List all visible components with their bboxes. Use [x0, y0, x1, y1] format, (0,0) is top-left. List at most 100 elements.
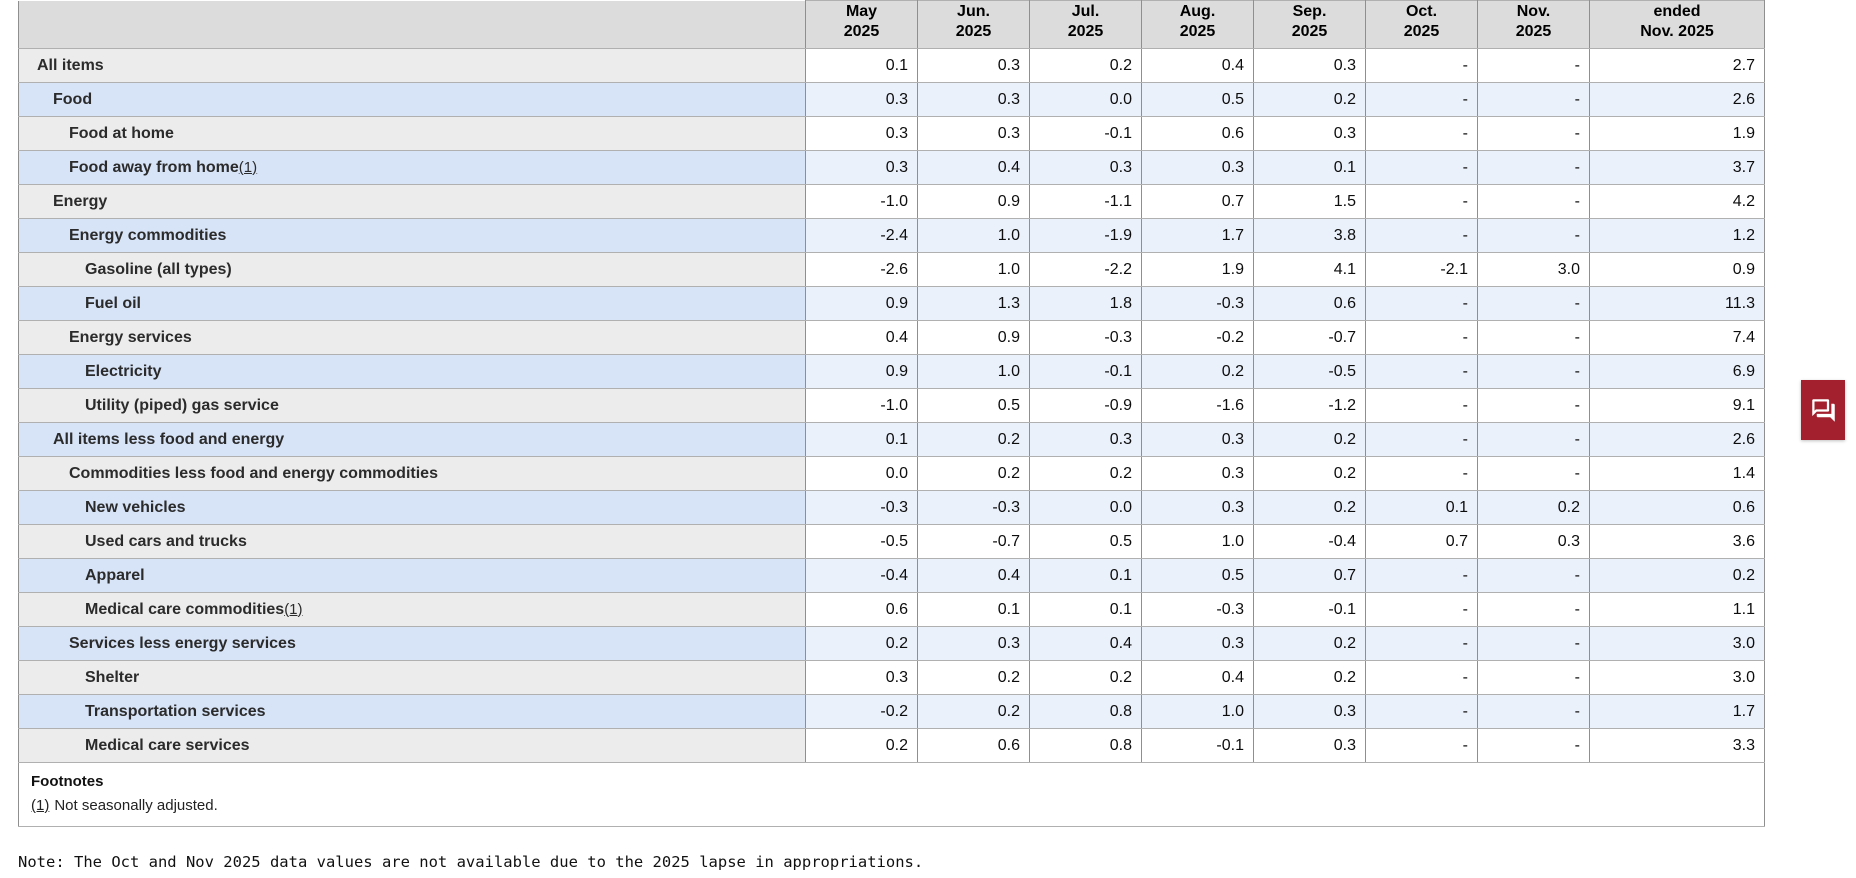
footnotes-row: Footnotes (1) Not seasonally adjusted. [18, 762, 1765, 827]
row-label: Gasoline (all types) [18, 252, 806, 287]
footnote-1-link[interactable]: (1) [31, 797, 50, 814]
value-cell: - [1365, 388, 1478, 423]
footnote-1-text: Not seasonally adjusted. [54, 797, 218, 814]
row-label: Transportation services [18, 694, 806, 729]
value-cell: - [1477, 694, 1590, 729]
value-cell: 0.3 [917, 48, 1030, 83]
row-label: Energy services [18, 320, 806, 355]
value-cell: 0.4 [1141, 48, 1254, 83]
table-row-energy: Energy -1.0 0.9 -1.1 0.7 1.5- -4.2 [18, 184, 1765, 219]
row-label: Electricity [18, 354, 806, 389]
value-cell: - [1477, 150, 1590, 185]
value-cell: 3.6 [1589, 524, 1765, 559]
value-cell: 0.3 [1141, 422, 1254, 457]
value-cell: 2.7 [1589, 48, 1765, 83]
row-label: Used cars and trucks [18, 524, 806, 559]
value-cell: - [1365, 286, 1478, 321]
value-cell: 0.1 [1029, 558, 1142, 593]
item-column-header [18, 0, 806, 49]
value-cell: 1.0 [1141, 524, 1254, 559]
cpi-data-table: May 2025 Jun. 2025 Jul. 2025 Aug. 2025 Sep. 2025 O… [18, 0, 1765, 827]
value-cell: 0.9 [805, 286, 918, 321]
value-cell: -0.3 [917, 490, 1030, 525]
row-label-text: All items less food and energy [53, 430, 285, 448]
value-cell: - [1365, 218, 1478, 253]
row-label-text: Food away from home [69, 158, 239, 176]
value-cell: 0.2 [1253, 626, 1366, 661]
value-cell: - [1477, 456, 1590, 491]
value-cell: 0.8 [1029, 694, 1142, 729]
value-cell: 0.3 [805, 116, 918, 151]
value-cell: -1.6 [1141, 388, 1254, 423]
value-cell: 0.6 [1141, 116, 1254, 151]
value-cell: -1.0 [805, 184, 918, 219]
value-cell: 0.3 [1253, 116, 1366, 151]
value-cell: 7.4 [1589, 320, 1765, 355]
table-footer: Footnotes (1) Not seasonally adjusted. [18, 762, 1765, 827]
value-cell: - [1477, 592, 1590, 627]
value-cell: -0.5 [1253, 354, 1366, 389]
value-cell: -0.1 [1029, 116, 1142, 151]
value-cell: 0.3 [1477, 524, 1590, 559]
value-cell: 1.2 [1589, 218, 1765, 253]
footnote-reference-link[interactable]: (1) [284, 600, 303, 618]
row-label-text: Commodities less food and energy commodi… [69, 464, 438, 482]
value-cell: 0.6 [917, 728, 1030, 763]
value-cell: 0.2 [917, 660, 1030, 695]
column-header-aug-2025: Aug. 2025 [1141, 0, 1254, 49]
row-label: Food at home [18, 116, 806, 151]
value-cell: 0.6 [1253, 286, 1366, 321]
value-cell: 3.0 [1589, 660, 1765, 695]
value-cell: - [1365, 558, 1478, 593]
value-cell: 1.0 [917, 252, 1030, 287]
table-body: All items 0.1 0.3 0.2 0.4 0.3- -2.7 Food 0.3 0.3 0… [18, 48, 1765, 763]
value-cell: 0.7 [1141, 184, 1254, 219]
value-cell: 0.0 [1029, 490, 1142, 525]
value-cell: - [1365, 422, 1478, 457]
row-label-text: Food [53, 90, 93, 108]
chat-icon [1811, 398, 1835, 422]
value-cell: 0.3 [805, 660, 918, 695]
value-cell: -0.2 [1141, 320, 1254, 355]
value-cell: 0.3 [1141, 150, 1254, 185]
row-label: Food [18, 82, 806, 117]
value-cell: 0.1 [805, 422, 918, 457]
value-cell: 0.1 [1253, 150, 1366, 185]
row-label: Services less energy services [18, 626, 806, 661]
value-cell: 0.2 [1029, 660, 1142, 695]
header-row: May 2025 Jun. 2025 Jul. 2025 Aug. 2025 Sep. 2025 O… [18, 0, 1765, 49]
value-cell: -0.1 [1141, 728, 1254, 763]
value-cell: 0.2 [1589, 558, 1765, 593]
table-row-food-away-from-home: Food away from home(1) 0.3 0.4 0.3 0.3 0.1- -3… [18, 150, 1765, 185]
table-row-new-vehicles: New vehicles -0.3 -0.3 0.0 0.3 0.2 0.1 0.2 0.6 [18, 490, 1765, 525]
value-cell: 1.9 [1141, 252, 1254, 287]
table-row-shelter: Shelter 0.3 0.2 0.2 0.4 0.2- -3.0 [18, 660, 1765, 695]
row-label-text: Energy [53, 192, 108, 210]
row-label: All items less food and energy [18, 422, 806, 457]
value-cell: 3.7 [1589, 150, 1765, 185]
row-label: Commodities less food and energy commodi… [18, 456, 806, 491]
value-cell: - [1477, 728, 1590, 763]
footnote-reference-link[interactable]: (1) [238, 158, 258, 176]
value-cell: - [1477, 388, 1590, 423]
value-cell: - [1477, 422, 1590, 457]
value-cell: 0.5 [917, 388, 1030, 423]
value-cell: 0.0 [805, 456, 918, 491]
table-row-transportation-services: Transportation services -0.2 0.2 0.8 1.0 0.3-… [18, 694, 1765, 729]
value-cell: - [1477, 48, 1590, 83]
table-row-fuel-oil: Fuel oil 0.9 1.3 1.8 -0.3 0.6- -11.3 [18, 286, 1765, 321]
value-cell: 0.2 [1029, 48, 1142, 83]
value-cell: 0.9 [917, 320, 1030, 355]
table-row-commodities-less-food-and-energy-commodities: Commodities less food and energy commodi… [18, 456, 1765, 491]
table-row-used-cars-and-trucks: Used cars and trucks -0.5 -0.7 0.5 1.0 -0.4 0.… [18, 524, 1765, 559]
value-cell: 3.8 [1253, 218, 1366, 253]
value-cell: 0.4 [917, 150, 1030, 185]
value-cell: -0.5 [805, 524, 918, 559]
value-cell: 0.2 [1253, 422, 1366, 457]
chat-button[interactable] [1801, 380, 1845, 440]
table-row-food-at-home: Food at home 0.3 0.3 -0.1 0.6 0.3- -1.9 [18, 116, 1765, 151]
value-cell: 0.3 [1029, 150, 1142, 185]
value-cell: 0.3 [1141, 626, 1254, 661]
row-label-text: Energy services [69, 328, 192, 346]
table-row-medical-care-commodities: Medical care commodities(1) 0.6 0.1 0.1 -0.3… [18, 592, 1765, 627]
